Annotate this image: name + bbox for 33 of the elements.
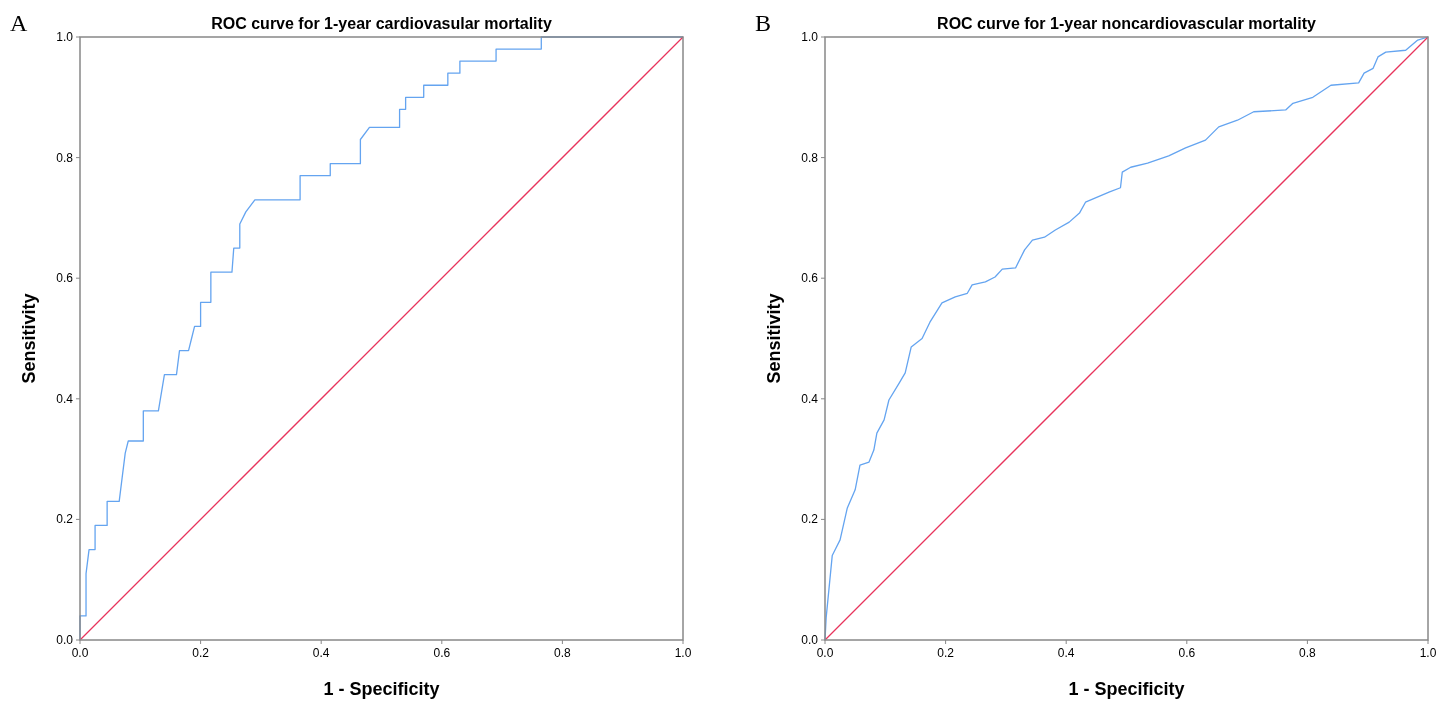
y-tick-label: 0.6 (56, 271, 74, 286)
x-tick-label: 0.8 (554, 646, 572, 660)
x-tick-label: 0.2 (192, 646, 210, 660)
x-axis-title: 1 - Specificity (323, 679, 440, 699)
y-tick-label: 0.8 (801, 150, 819, 165)
y-tick-label: 0.8 (56, 150, 74, 165)
y-tick-label: 0.0 (801, 633, 819, 647)
y-axis-title: Sensitivity (19, 293, 39, 384)
y-tick-label: 0.2 (801, 512, 819, 527)
y-axis-title: Sensitivity (764, 293, 784, 384)
y-tick-label: 0.6 (801, 271, 819, 286)
y-tick-label: 0.4 (801, 391, 819, 406)
y-tick-label: 0.4 (56, 391, 74, 406)
x-tick-label: 0.4 (312, 646, 330, 660)
x-tick-label: 0.6 (1178, 646, 1196, 660)
y-tick-label: 0.2 (56, 512, 74, 527)
chart-title: ROC curve for 1-year noncardiovascular mortality (937, 15, 1316, 32)
x-tick-label: 0.0 (71, 646, 89, 660)
x-tick-label: 0.0 (816, 646, 834, 660)
text: A (10, 10, 28, 36)
chart-title: ROC curve for 1-year cardiovasular mortality (211, 15, 552, 32)
x-axis-title: 1 - Specificity (1068, 679, 1185, 699)
line-series (824, 36, 1429, 641)
x-tick-label: 0.6 (433, 646, 451, 660)
y-tick-label: 1.0 (56, 30, 74, 44)
x-tick-label: 1.0 (1419, 646, 1437, 660)
y-tick-label: 0.0 (56, 633, 74, 647)
x-tick-label: 1.0 (674, 646, 692, 660)
x-tick-label: 0.4 (1057, 646, 1075, 660)
text: B (755, 10, 772, 36)
y-tick-label: 1.0 (801, 30, 819, 44)
x-tick-label: 0.2 (937, 646, 955, 660)
x-tick-label: 0.8 (1299, 646, 1317, 660)
